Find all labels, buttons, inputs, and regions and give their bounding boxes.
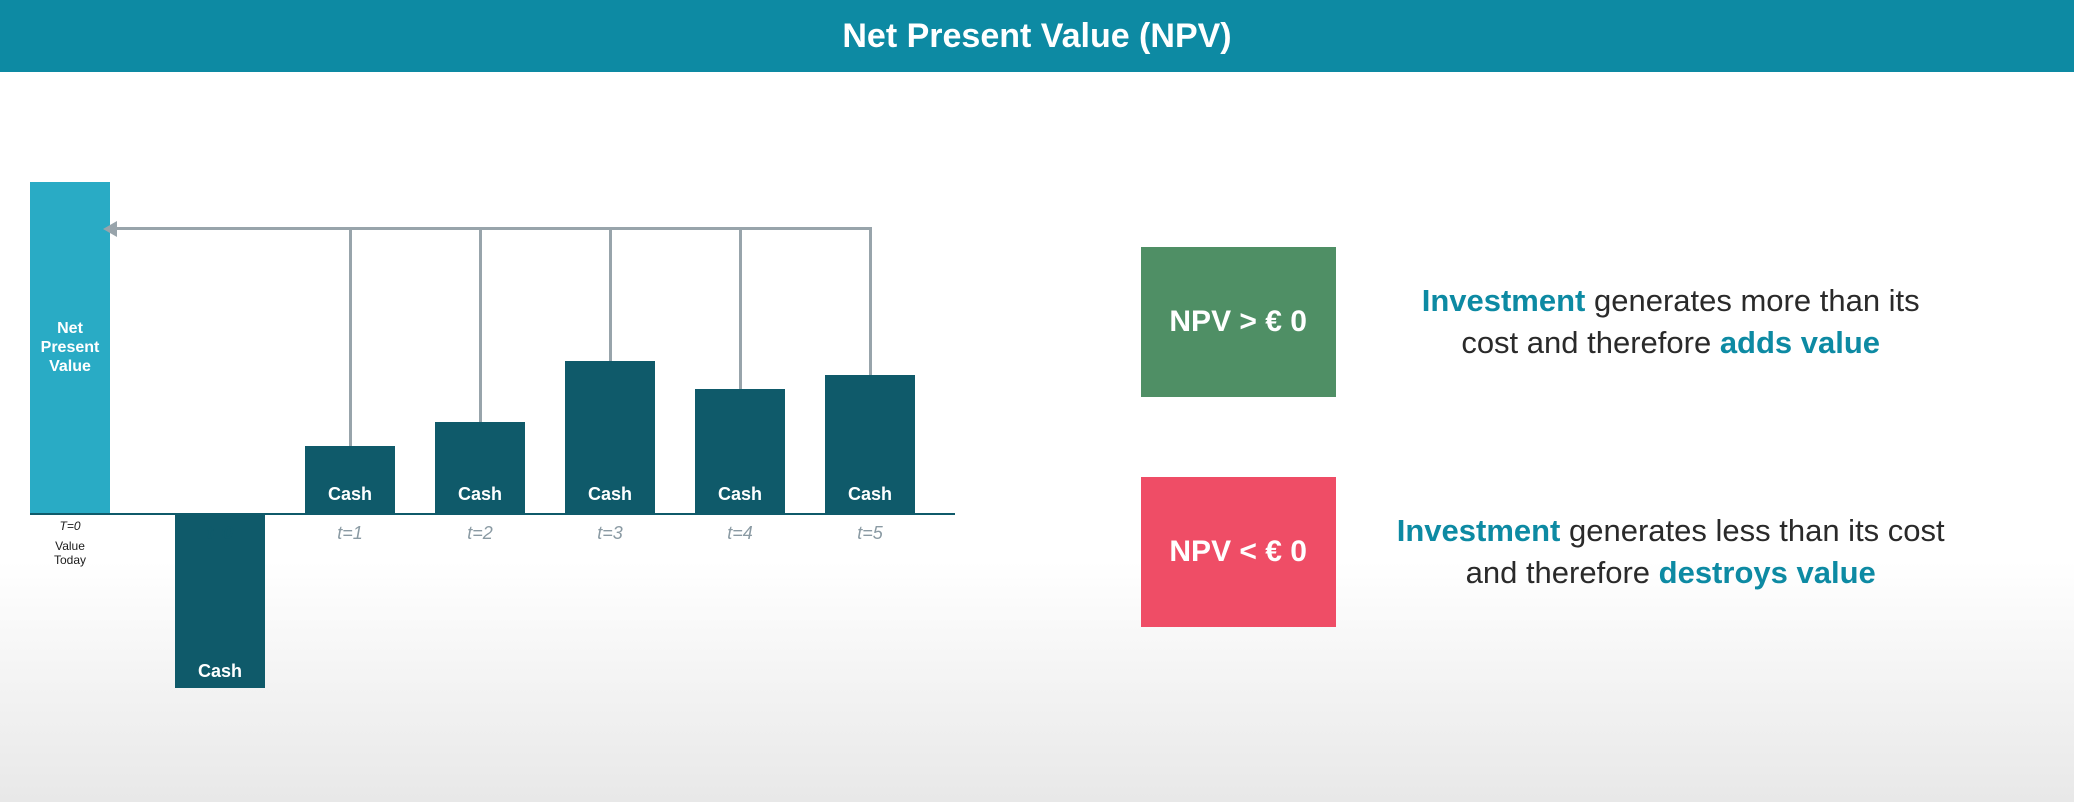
case-positive-text: Investment generates more than its cost …	[1391, 280, 1951, 364]
npv-result-bar: NetPresentValue	[30, 182, 110, 513]
arrow-stem	[869, 227, 872, 375]
tile-npv-negative-label: NPV < € 0	[1169, 535, 1307, 569]
case-positive-keyword-1: Investment	[1422, 283, 1586, 318]
tile-npv-negative: NPV < € 0	[1141, 477, 1336, 627]
cash-bar: Cash	[305, 446, 395, 513]
tile-npv-positive-label: NPV > € 0	[1169, 305, 1307, 339]
header-title: Net Present Value (NPV)	[842, 17, 1231, 56]
time-label: t=4	[695, 523, 785, 544]
content-area: NetPresentValue T=0 ValueToday Cash t=0 Cash t…	[0, 72, 2074, 802]
case-negative-keyword-1: Investment	[1397, 513, 1561, 548]
npv-sublabel-value-today: ValueToday	[30, 539, 110, 567]
arrow-stem	[479, 227, 482, 422]
time-label: t=2	[435, 523, 525, 544]
cash-bar: Cash	[435, 422, 525, 513]
cash-bar: Cash	[565, 361, 655, 513]
npv-sublabel-t0: T=0	[30, 519, 110, 533]
case-positive-keyword-2: adds value	[1720, 325, 1880, 360]
arrow-stem	[349, 227, 352, 446]
discount-arrow-head-icon	[103, 221, 117, 237]
time-label: t=5	[825, 523, 915, 544]
cash-bar: Cash	[825, 375, 915, 513]
time-label: t=1	[305, 523, 395, 544]
case-negative-keyword-2: destroys value	[1659, 555, 1876, 590]
case-negative-text: Investment generates less than its cost …	[1391, 510, 1951, 594]
header-bar: Net Present Value (NPV)	[0, 0, 2074, 72]
time-label: t=3	[565, 523, 655, 544]
case-positive: NPV > € 0 Investment generates more than…	[1141, 247, 2014, 397]
cash-bar: Cash	[695, 389, 785, 513]
chart-baseline	[30, 513, 955, 515]
discount-arrow	[115, 227, 870, 230]
cases-panel: NPV > € 0 Investment generates more than…	[1141, 72, 2074, 802]
chart-panel: NetPresentValue T=0 ValueToday Cash t=0 Cash t…	[0, 72, 1141, 802]
tile-npv-positive: NPV > € 0	[1141, 247, 1336, 397]
npv-chart: NetPresentValue T=0 ValueToday Cash t=0 Cash t…	[30, 182, 990, 702]
arrow-stem	[609, 227, 612, 361]
time-label: t=0	[175, 523, 265, 544]
case-negative: NPV < € 0 Investment generates less than…	[1141, 477, 2014, 627]
arrow-stem	[739, 227, 742, 389]
